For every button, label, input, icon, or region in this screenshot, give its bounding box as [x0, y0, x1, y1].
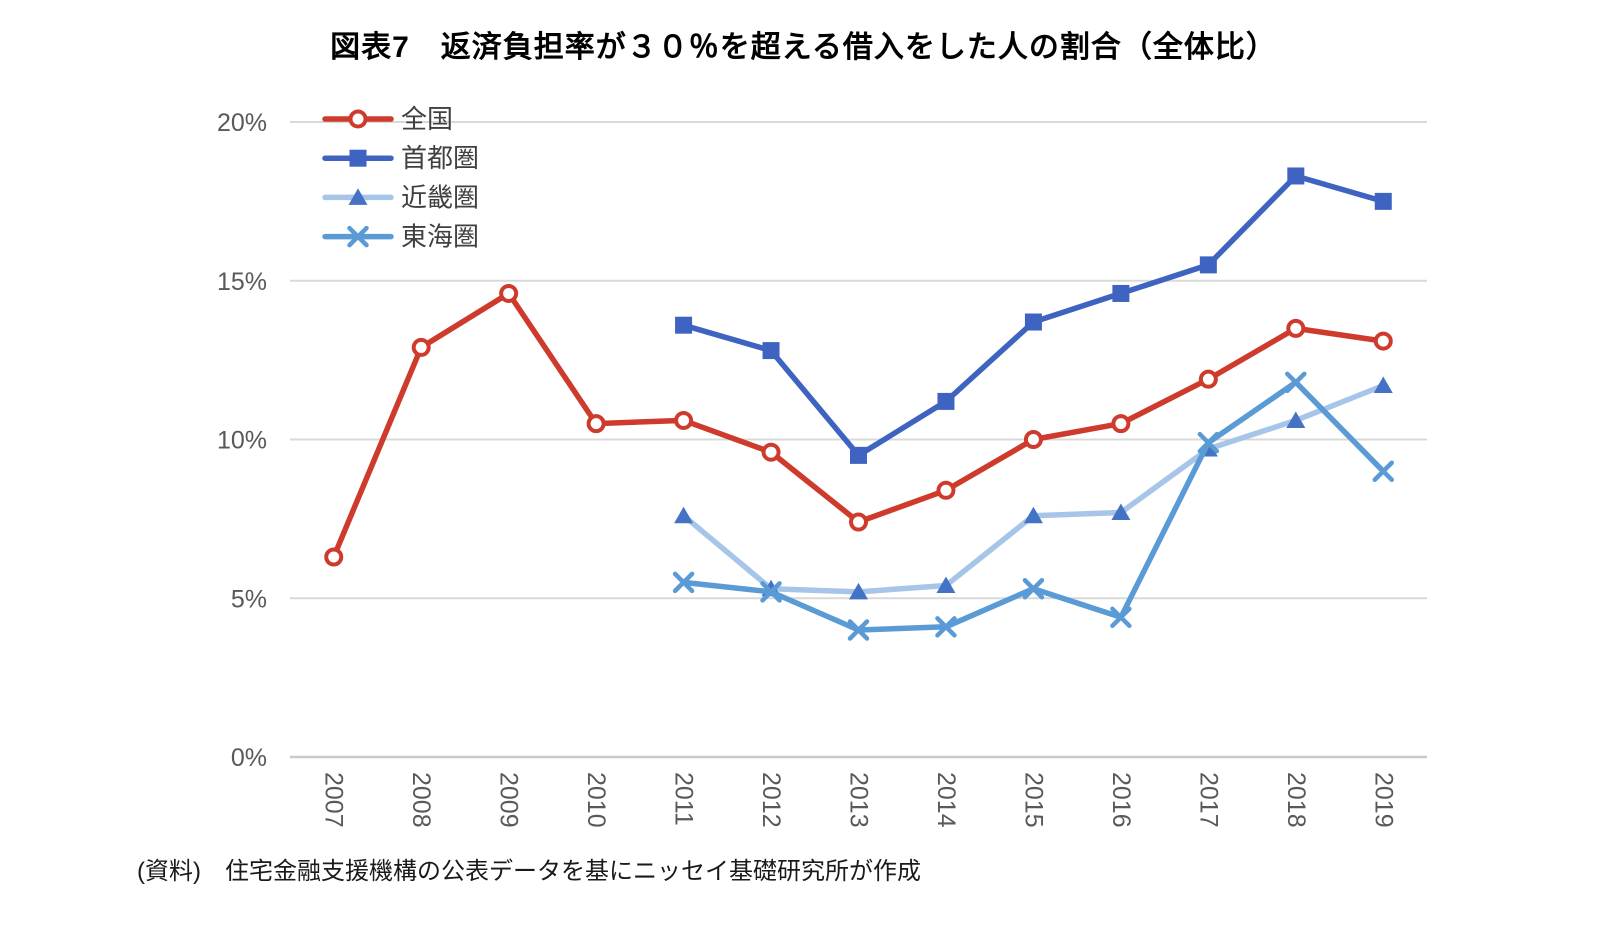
series-1-marker-2011 [675, 316, 693, 334]
legend-item-3: 東海圏 [322, 222, 479, 252]
series-3-marker-2018 [1285, 371, 1307, 394]
series-0-marker-2017 [1198, 369, 1218, 389]
series-3-marker-2017 [1197, 431, 1220, 454]
series-3-marker-2011 [672, 571, 695, 594]
series-1-marker-2016 [1112, 284, 1130, 302]
x-tick-label-2011: 2011 [670, 772, 698, 826]
x-tick-label-2019: 2019 [1369, 772, 1397, 828]
legend-item-2: 近畿圏 [322, 182, 479, 212]
x-tick-label-2014: 2014 [932, 772, 960, 828]
series-1-marker-2014 [937, 392, 955, 410]
series-1-marker-2015 [1024, 313, 1042, 331]
series-1-marker-2019 [1374, 192, 1392, 210]
series-2-marker-2019 [1373, 376, 1393, 394]
series-0-marker-2015 [1023, 430, 1043, 449]
legend-item-0: 全国 [322, 104, 453, 134]
series-2-marker-2018 [1286, 411, 1306, 428]
legend-label-1: 首都圏 [401, 143, 479, 173]
series-0-marker-2009 [499, 283, 519, 303]
x-tick-label-2016: 2016 [1107, 772, 1135, 828]
y-tick-label-15%: 15% [217, 268, 267, 296]
y-tick-label-10%: 10% [217, 427, 267, 455]
x-tick-label-2012: 2012 [757, 772, 785, 828]
x-tick-label-2017: 2017 [1194, 772, 1222, 828]
series-1-marker-2017 [1199, 256, 1217, 274]
series-0-marker-2018 [1286, 318, 1306, 338]
x-tick-label-2015: 2015 [1019, 772, 1047, 828]
series-3-marker-2013 [847, 619, 870, 641]
series-0-marker-2010 [586, 414, 606, 434]
legend-label-0: 全国 [401, 104, 453, 134]
y-axis-labels: 0% 5% 10% 15% 20% [217, 109, 267, 772]
series-3 [672, 371, 1395, 641]
y-tick-label-0%: 0% [231, 744, 267, 772]
series-1-marker-2018 [1287, 167, 1305, 185]
series-3-marker-2019 [1372, 460, 1395, 482]
chart-title: 図表7 返済負担率が３０％を超える借入をした人の割合（全体比） [330, 31, 1277, 64]
series-2-marker-2013 [849, 582, 868, 600]
x-tick-label-2009: 2009 [495, 772, 523, 828]
legend-marker-1 [349, 149, 367, 167]
y-tick-label-20%: 20% [217, 109, 267, 137]
legend-label-2: 近畿圏 [401, 182, 479, 212]
series-2-marker-2016 [1111, 503, 1131, 521]
series-0-marker-2019 [1373, 331, 1393, 351]
series-3-marker-2014 [935, 616, 957, 638]
series-0-marker-2016 [1111, 414, 1131, 434]
series-3-marker-2012 [760, 581, 782, 603]
series-0-marker-2014 [936, 480, 956, 500]
x-tick-label-2007: 2007 [320, 772, 348, 828]
x-tick-label-2010: 2010 [582, 772, 610, 828]
legend-label-3: 東海圏 [401, 222, 479, 252]
series-0-marker-2011 [674, 410, 694, 430]
legend-marker-3 [347, 225, 369, 248]
series-1 [675, 167, 1392, 464]
series-0-marker-2013 [849, 512, 868, 532]
series-2-marker-2014 [936, 576, 956, 594]
series-0 [324, 283, 1393, 567]
series-2-marker-2011 [674, 506, 694, 524]
x-tick-label-2008: 2008 [407, 772, 435, 828]
x-tick-label-2018: 2018 [1282, 772, 1310, 828]
series-line-2 [680, 382, 1387, 595]
series-1-marker-2013 [850, 446, 867, 464]
series-2 [674, 376, 1393, 600]
y-tick-label-5%: 5% [231, 585, 267, 613]
legend-item-1: 首都圏 [322, 143, 479, 173]
source-note: (資料) 住宅金融支援機構の公表データを基にニッセイ基礎研究所が作成 [137, 858, 921, 885]
series-line-3 [680, 379, 1387, 633]
legend-marker-0 [348, 109, 368, 129]
x-tick-label-2013: 2013 [845, 772, 873, 828]
series-2-marker-2015 [1023, 506, 1043, 524]
series-3-marker-2015 [1022, 577, 1045, 600]
series-0-marker-2008 [411, 337, 431, 357]
series-3-marker-2016 [1110, 606, 1132, 629]
x-axis-labels: 2007 2008 2009 2010 2011 2012 2013 2014 2015 2016… [320, 772, 1398, 828]
series-0-marker-2012 [761, 442, 781, 462]
legend-marker-2 [348, 188, 368, 205]
series-0-marker-2007 [324, 547, 344, 567]
series-1-marker-2012 [762, 342, 780, 360]
